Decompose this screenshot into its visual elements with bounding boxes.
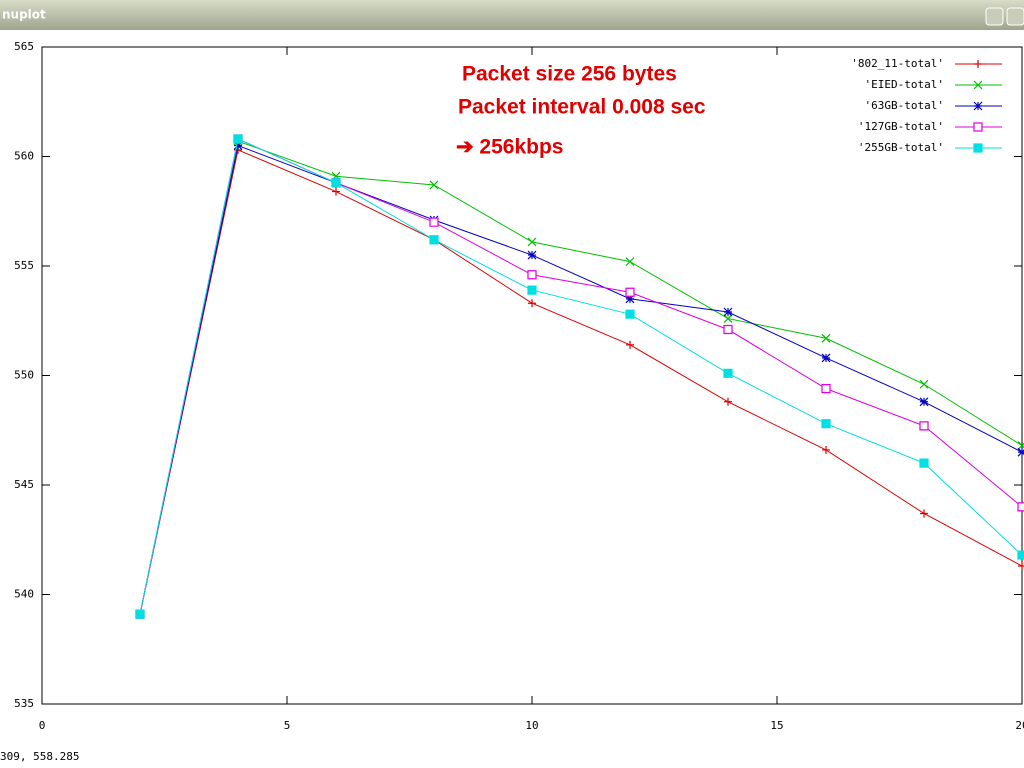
marker [822,445,830,454]
y-tick-label: 545 [14,478,34,491]
y-tick-label: 560 [14,150,34,163]
title-bar [0,0,1024,30]
marker [625,287,635,297]
y-tick-label: 540 [14,588,34,601]
marker [233,141,243,150]
marker [821,419,831,429]
marker [1017,447,1024,457]
marker [919,379,929,389]
legend-label: 'EIED-total' [865,78,944,91]
marker [1017,502,1024,512]
marker [1018,562,1024,571]
y-tick-label: 535 [14,697,34,710]
annotation: ➔ 256kbps [456,136,563,159]
legend-marker [974,60,982,68]
marker [821,333,831,343]
marker [723,314,733,323]
marker [625,294,635,304]
y-tick-label: 555 [14,259,34,272]
y-tick-label: 565 [14,40,34,53]
series-line [139,144,1023,615]
x-tick-label: 0 [39,719,46,732]
x-tick-label: 5 [284,719,291,732]
legend-label: '802_11-total' [851,57,944,70]
marker [723,324,733,335]
marker [821,384,831,394]
marker [527,237,537,247]
marker [920,509,928,518]
marker [625,257,635,267]
marker [1017,441,1024,451]
legend-label: '255GB-total' [858,141,944,154]
legend-marker [973,122,983,132]
marker [429,217,439,227]
marker [821,353,831,363]
y-tick-label: 550 [14,369,34,382]
legend-label: '63GB-total' [865,99,944,112]
window-title: nuplot [2,8,46,22]
series-line [139,140,1023,615]
marker [527,285,537,295]
annotation: Packet interval 0.008 sec [458,96,706,119]
marker [429,180,439,190]
marker [1017,550,1024,560]
marker [723,368,733,378]
x-tick-label: 15 [770,719,783,732]
marker [724,397,732,406]
marker [331,178,341,188]
legend-label: '127GB-total' [858,120,944,133]
status-text: 309, 558.285 [0,750,79,763]
marker [528,299,536,308]
marker [135,609,145,619]
marker [527,250,537,260]
marker [429,235,439,245]
x-tick-label: 20 [1015,719,1024,732]
legend-marker [973,143,983,153]
series-line [139,149,1023,615]
legend-marker [973,80,983,90]
marker [233,134,243,144]
marker [919,458,929,468]
series-line [139,138,1023,615]
marker [625,309,635,319]
marker [527,270,537,280]
marker [626,340,634,349]
annotation: Packet size 256 bytes [462,63,677,86]
marker [919,421,929,431]
maximize-button[interactable] [1006,7,1024,26]
x-tick-label: 10 [525,719,538,732]
marker [332,187,340,196]
marker [723,307,733,317]
series-line [139,138,1023,615]
minimize-button[interactable] [985,7,1004,26]
legend-marker [973,101,983,111]
marker [919,397,929,407]
